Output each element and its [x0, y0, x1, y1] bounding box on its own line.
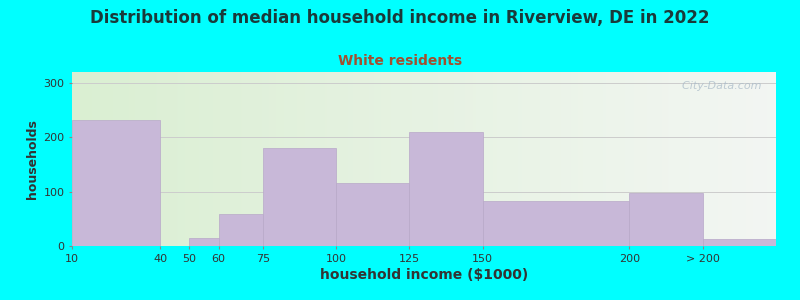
Bar	[482, 201, 630, 246]
Y-axis label: households: households	[26, 119, 39, 199]
Bar	[630, 193, 702, 246]
Bar	[218, 214, 262, 246]
X-axis label: household income ($1000): household income ($1000)	[320, 268, 528, 282]
Bar	[336, 183, 410, 246]
Text: White residents: White residents	[338, 54, 462, 68]
Bar	[72, 120, 160, 246]
Bar	[190, 238, 218, 246]
Bar	[410, 132, 482, 246]
Bar	[702, 239, 776, 246]
Text: Distribution of median household income in Riverview, DE in 2022: Distribution of median household income …	[90, 9, 710, 27]
Text: City-Data.com: City-Data.com	[675, 81, 762, 91]
Bar	[262, 148, 336, 246]
